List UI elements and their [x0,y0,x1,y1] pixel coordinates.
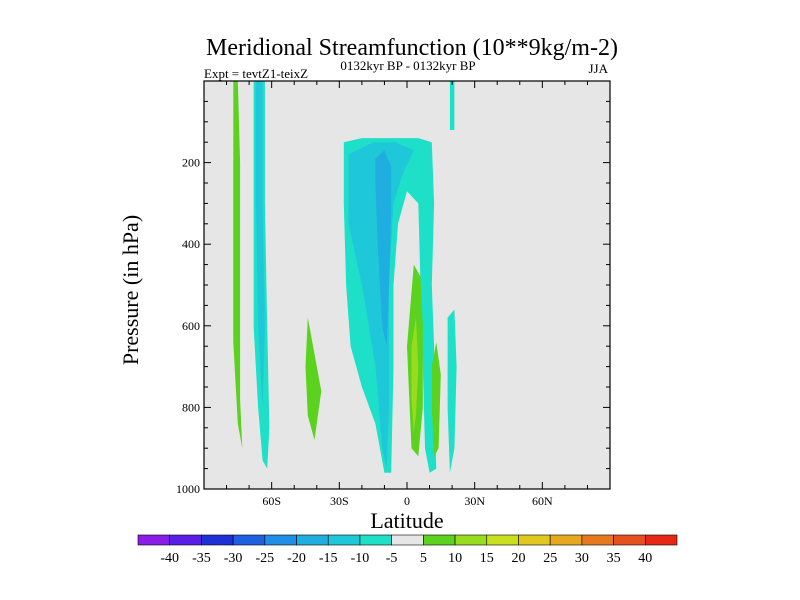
y-tick-label: 400 [182,237,200,251]
colorbar-label: -15 [319,551,338,566]
colorbar-label: -5 [386,551,398,566]
contour-region-green-blob-40s [305,317,322,440]
period-label: 0132kyr BP - 0132kyr BP [340,58,475,73]
y-tick-label: 600 [182,319,200,333]
contour-region-green-cell-13n [431,342,441,457]
experiment-label: Expt = tevtZ1-teixZ [204,66,308,81]
axis-ticks: 60S 30S 0 30N 60N 200 400 600 800 1000 [176,81,610,508]
colorbar-swatch [201,534,234,546]
x-tick-label: 30S [330,494,349,508]
colorbar-swatch [264,534,297,546]
colorbar-swatch [327,534,361,546]
colorbar-label: 10 [448,551,462,566]
contour-region-lightgreen-core-5n [411,317,419,432]
contour-region-blue-core-60s [255,81,265,408]
contour-region-blue-cell-tropics-inner [375,150,392,347]
y-tick-label: 1000 [176,482,200,496]
x-axis-label: Latitude [370,508,443,533]
y-tick-label: 800 [182,400,200,414]
contour-region-cyan-strip-20n [449,81,455,130]
x-tick-label: 60S [262,494,281,508]
colorbar-swatch [644,534,678,546]
colorbar-swatch [454,534,488,546]
colorbar-label: 35 [607,551,621,566]
colorbar-label: 30 [575,551,589,566]
colorbar-label: -40 [160,551,179,566]
colorbar-label: -10 [351,551,370,566]
contour-region-cyan-strip-25n [447,309,457,473]
colorbar-label: -35 [192,551,211,566]
x-tick-label: 0 [404,494,410,508]
colorbar-label: 40 [638,551,652,566]
colorbar-label: 20 [512,551,526,566]
colorbar-label: 15 [480,551,494,566]
colorbar-swatch [391,534,424,546]
y-tick-label: 200 [182,156,200,170]
season-label: JJA [588,61,608,76]
contour-region-green-strip-65s [233,81,243,449]
colorbar-label: 5 [420,551,427,566]
colorbar-swatch [486,534,519,546]
y-axis-label: Pressure (in hPa) [118,215,143,365]
colorbar-swatch [549,534,583,546]
colorbar-label: -20 [287,551,306,566]
colorbar-label: -25 [255,551,274,566]
x-tick-label: 30N [464,494,485,508]
colorbar-label: 25 [543,551,557,566]
colorbar-swatch [232,534,266,546]
x-tick-label: 60N [532,494,553,508]
colorbar-swatch [359,534,392,546]
colorbar-swatch [137,534,171,546]
chart-title: Meridional Streamfunction (10**9kg/m-2) [206,35,618,61]
colorbar-swatch [581,534,614,546]
colorbar-swatch [296,534,329,546]
colorbar-label: -30 [224,551,243,566]
contour-regions [233,81,457,473]
colorbar-swatch [169,534,202,546]
colorbar-swatch [518,534,551,546]
colorbar-swatch [423,534,456,546]
colorbar: -40 -35 -30 -25 -20 -15 -10 -5 5 10 15 20 25 30 35 40 [137,534,678,566]
colorbar-swatch [613,534,646,546]
